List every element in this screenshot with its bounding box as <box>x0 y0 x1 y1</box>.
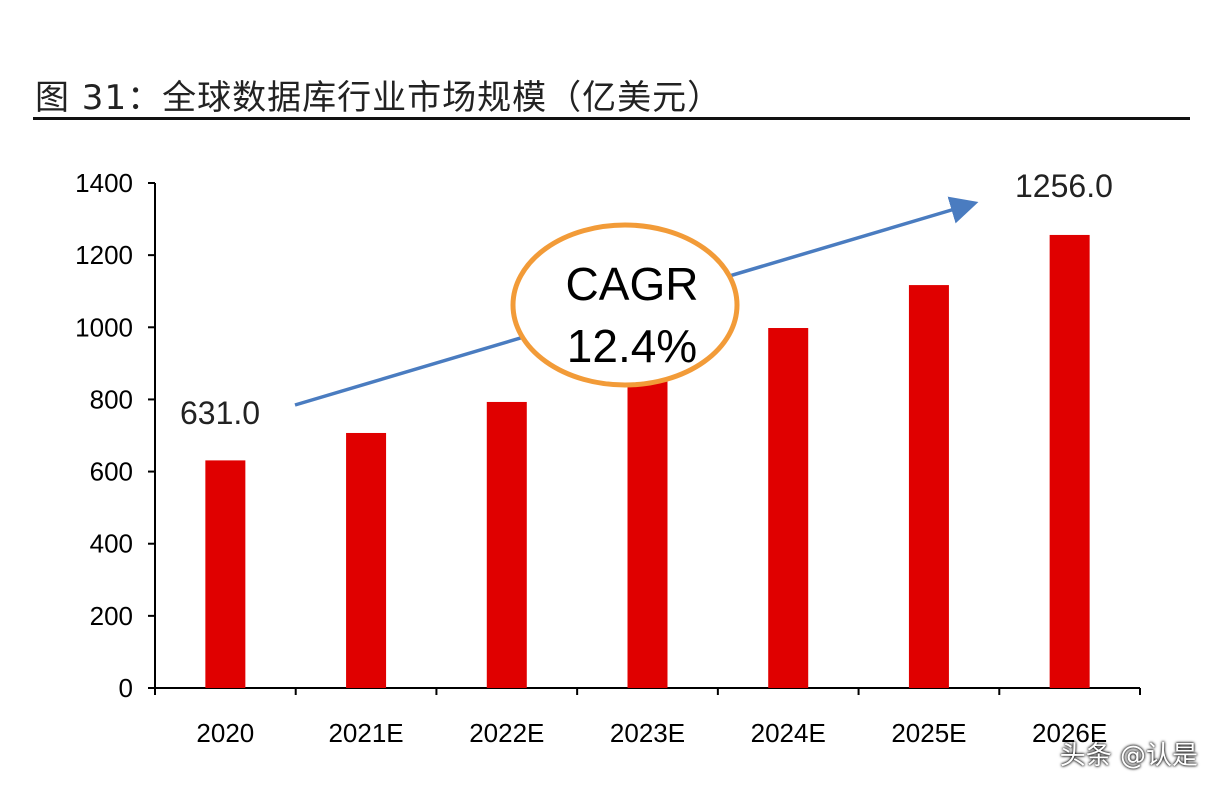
bar-2021E <box>346 432 387 688</box>
y-tick-label: 600 <box>90 457 133 487</box>
cagr-ellipse <box>510 222 740 388</box>
cagr-label: CAGR <box>566 258 699 310</box>
x-tick-label: 2026E <box>1032 718 1107 748</box>
bar-2020 <box>205 460 246 688</box>
x-tick-label: 2025E <box>891 718 966 748</box>
y-tick-label: 200 <box>90 601 133 631</box>
end-value-label: 1256.0 <box>1015 168 1113 204</box>
y-tick-label: 400 <box>90 529 133 559</box>
x-tick-label: 2024E <box>751 718 826 748</box>
y-tick-label: 800 <box>90 384 133 414</box>
x-tick-label: 2022E <box>469 718 544 748</box>
y-tick-label: 0 <box>119 673 133 703</box>
bar-2024E <box>768 328 809 688</box>
bar-2026E <box>1049 234 1090 688</box>
y-tick-label: 1200 <box>75 240 133 270</box>
y-tick-label: 1400 <box>75 168 133 198</box>
x-tick-label: 2021E <box>328 718 403 748</box>
cagr-value: 12.4% <box>567 320 697 372</box>
watermark: 头条 @认是 <box>1059 741 1198 771</box>
bar-2022E <box>486 401 527 688</box>
x-tick-label: 2023E <box>610 718 685 748</box>
y-tick-label: 1000 <box>75 312 133 342</box>
x-tick-label: 2020 <box>196 718 254 748</box>
figure-title: 图 31：全球数据库行业市场规模（亿美元） <box>35 78 723 118</box>
start-value-label: 631.0 <box>180 395 260 431</box>
bar-2025E <box>908 285 949 688</box>
bar-2023E <box>627 366 668 688</box>
title-rule <box>33 117 1190 120</box>
